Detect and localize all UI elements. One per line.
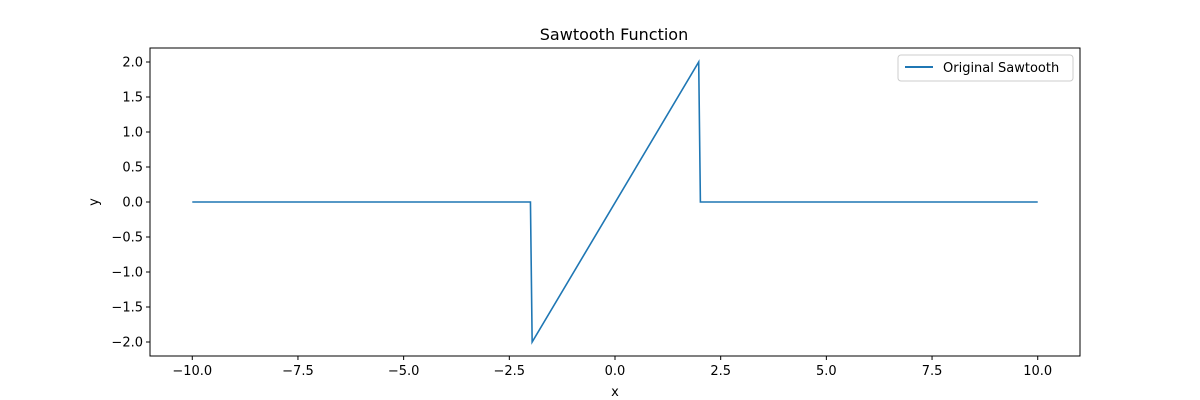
y-tick-label: −0.5 [111,231,143,246]
x-tick-label: −10.0 [172,364,212,379]
y-tick-label: −1.0 [111,266,143,281]
y-tick-label: 1.5 [122,91,143,106]
x-axis-label: x [611,385,619,400]
y-tick-label: 2.0 [122,56,143,71]
y-tick-label: 0.0 [122,196,143,211]
legend-label: Original Sawtooth [943,61,1059,76]
x-tick-label: 7.5 [922,364,943,379]
x-tick-label: 0.0 [605,364,626,379]
y-axis-label: y [87,198,102,206]
x-tick-label: 2.5 [710,364,731,379]
x-tick-label: −2.5 [494,364,526,379]
y-tick-label: 0.5 [122,161,143,176]
y-tick-label: −2.0 [111,336,143,351]
y-axis-ticks: −2.0 −1.5 −1.0 −0.5 0.0 0.5 1.0 1.5 2.0 [111,56,150,351]
legend: Original Sawtooth [897,54,1074,82]
axes-frame [149,47,1081,357]
y-tick-label: 1.0 [122,126,143,141]
x-tick-label: 10.0 [1023,364,1052,379]
x-tick-label: −7.5 [282,364,314,379]
y-tick-label: −1.5 [111,301,143,316]
x-axis-ticks: −10.0 −7.5 −5.0 −2.5 0.0 2.5 5.0 7.5 10.0 [172,356,1052,379]
series-line-0 [192,59,1038,345]
plot-area [192,59,1038,345]
legend-box [897,54,1074,82]
x-tick-label: 5.0 [816,364,837,379]
chart-title: Sawtooth Function [540,25,688,44]
x-tick-label: −5.0 [388,364,420,379]
